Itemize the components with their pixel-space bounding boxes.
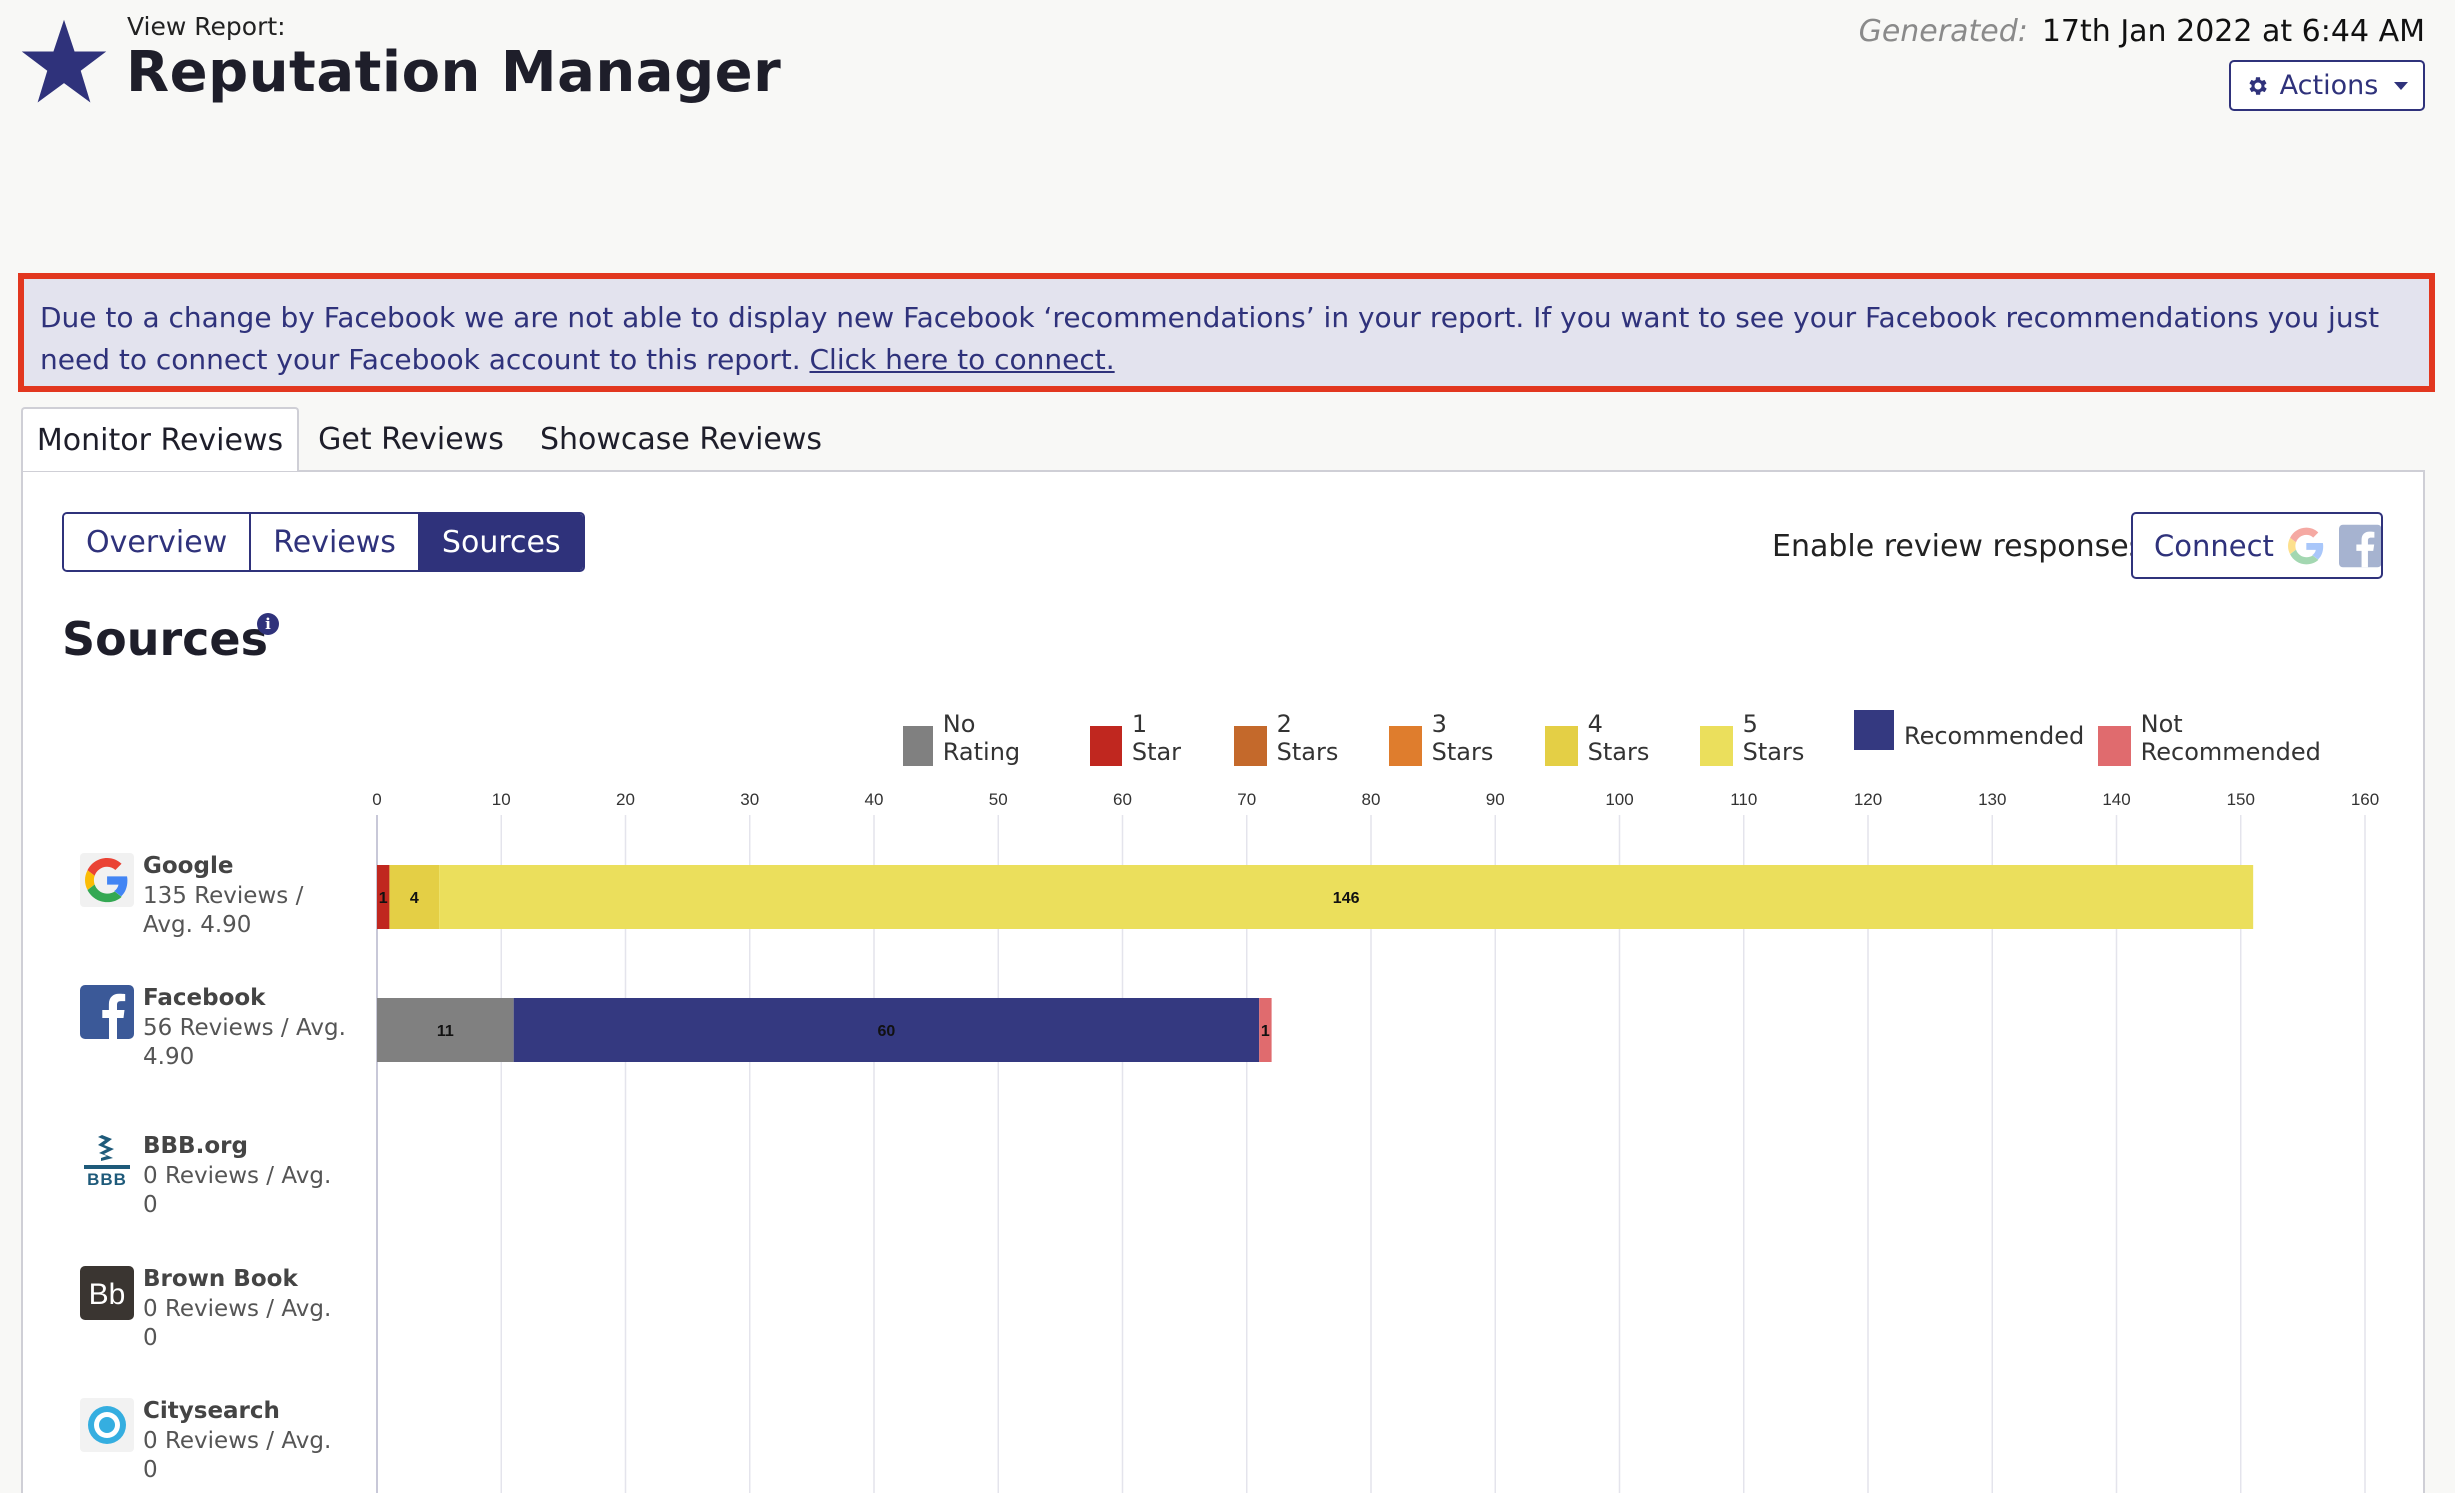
bar-segment [439, 865, 2254, 929]
subtab-reviews[interactable]: Reviews [251, 514, 420, 570]
legend-3-stars: 3 Stars [1389, 710, 1501, 766]
x-tick-label: 60 [1113, 790, 1132, 809]
x-tick-label: 100 [1605, 790, 1633, 809]
bar-segment [513, 998, 1260, 1062]
page-title: Reputation Manager [126, 40, 782, 105]
google-icon [2287, 527, 2324, 564]
x-tick-label: 70 [1237, 790, 1256, 809]
x-tick-label: 110 [1730, 790, 1757, 809]
legend-swatch [2098, 726, 2131, 766]
source-meta: 135 Reviews / Avg. 4.90 [143, 883, 304, 938]
tab-get-reviews[interactable]: Get Reviews [318, 421, 504, 457]
legend-swatch [1090, 726, 1122, 766]
bar-segment [389, 865, 440, 929]
facebook-icon [80, 985, 134, 1039]
legend-4-stars: 4 Stars [1545, 710, 1657, 766]
connect-label: Connect [2154, 528, 2274, 563]
legend-recommended: Recommended [1854, 710, 2084, 750]
svg-text:BBB: BBB [87, 1170, 127, 1187]
facebook-notice: Due to a change by Facebook we are not a… [18, 273, 2435, 392]
sub-tabs: Overview Reviews Sources [62, 512, 585, 572]
sources-title: Sources [62, 612, 269, 666]
tab-showcase-reviews[interactable]: Showcase Reviews [539, 421, 823, 457]
x-tick-label: 50 [989, 790, 1008, 809]
x-tick-label: 20 [616, 790, 635, 809]
legend-not-recommended: Not Recommended [2098, 710, 2328, 766]
gear-icon [2249, 76, 2267, 95]
x-tick-label: 90 [1486, 790, 1505, 809]
subtab-sources[interactable]: Sources [419, 514, 583, 570]
connect-button[interactable]: Connect [2131, 512, 2383, 579]
x-tick-label: 160 [2351, 790, 2379, 809]
x-tick-label: 10 [492, 790, 511, 809]
bar-value-label: 146 [1333, 890, 1360, 907]
tab-monitor-reviews[interactable]: Monitor Reviews [21, 407, 299, 471]
notice-text: Due to a change by Facebook we are not a… [40, 301, 2380, 376]
legend-no-rating: No Rating [903, 710, 1030, 766]
legend-swatch [1854, 710, 1894, 750]
info-icon[interactable]: i [257, 613, 279, 635]
legend-swatch [1700, 726, 1733, 766]
source-name: BBB.org [143, 1133, 248, 1159]
svg-text:Bb: Bb [89, 1278, 126, 1311]
actions-label: Actions [2279, 70, 2379, 101]
source-meta: 0 Reviews / Avg. 0 [143, 1428, 332, 1483]
bar-value-label: 1 [379, 890, 388, 907]
bbb-icon: BBB [84, 1135, 130, 1187]
source-name: Citysearch [143, 1398, 280, 1424]
source-name: Brown Book [143, 1266, 298, 1292]
legend-swatch [1389, 726, 1422, 766]
bar-value-label: 11 [437, 1023, 454, 1040]
generated-label: Generated: [1858, 14, 2028, 49]
caret-down-icon [2394, 81, 2409, 90]
bar-value-label: 60 [878, 1023, 896, 1040]
x-tick-label: 130 [1978, 790, 2006, 809]
star-icon [21, 19, 107, 103]
content-panel [21, 470, 2425, 1493]
x-tick-label: 150 [2227, 790, 2255, 809]
x-tick-label: 120 [1854, 790, 1882, 809]
source-name: Facebook [143, 985, 266, 1011]
generated-timestamp: Generated: 17th Jan 2022 at 6:44 AM [1859, 14, 2425, 49]
legend-swatch [903, 726, 933, 766]
connect-link[interactable]: Click here to connect. [809, 343, 1115, 376]
legend-5-stars: 5 Stars [1700, 710, 1812, 766]
bar-value-label: 1 [1261, 1023, 1270, 1040]
facebook-icon [2338, 524, 2381, 567]
x-tick-label: 0 [372, 790, 381, 809]
legend-1-star: 1 Star [1090, 710, 1189, 766]
generated-value: 17th Jan 2022 at 6:44 AM [2041, 14, 2425, 49]
subtab-overview[interactable]: Overview [64, 514, 252, 570]
legend-swatch [1545, 726, 1578, 766]
source-meta: 0 Reviews / Avg. 0 [143, 1296, 332, 1351]
x-tick-label: 40 [865, 790, 884, 809]
citysearch-icon [80, 1398, 134, 1452]
x-tick-label: 140 [2102, 790, 2130, 809]
actions-button[interactable]: Actions [2229, 60, 2425, 111]
enable-responses-label: Enable review responses: [1772, 529, 2155, 564]
x-tick-label: 80 [1362, 790, 1381, 809]
bar-segment [1259, 998, 1272, 1062]
source-name: Google [143, 853, 234, 879]
bar-segment [377, 998, 514, 1062]
bar-value-label: 4 [410, 890, 419, 907]
google-icon [80, 853, 134, 907]
brownbook-icon: Bb [80, 1266, 134, 1320]
x-tick-label: 30 [740, 790, 759, 809]
view-report-label: View Report: [127, 12, 286, 41]
source-meta: 0 Reviews / Avg. 0 [143, 1163, 332, 1218]
bar-segment [377, 865, 390, 929]
source-meta: 56 Reviews / Avg. 4.90 [143, 1015, 346, 1070]
legend-swatch [1234, 726, 1267, 766]
legend-2-stars: 2 Stars [1234, 710, 1346, 766]
